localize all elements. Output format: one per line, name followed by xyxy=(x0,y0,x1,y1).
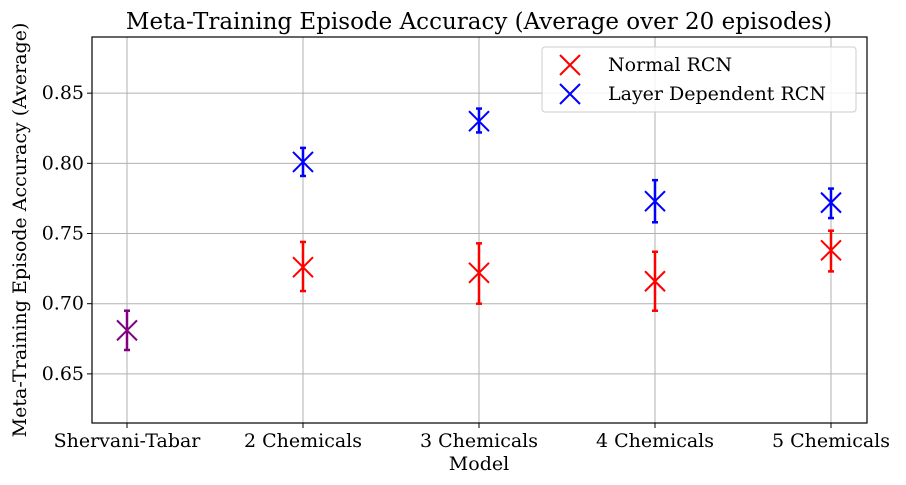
y-tick-label: 0.85 xyxy=(42,82,84,104)
x-marker-stroke xyxy=(468,262,490,284)
x-marker-stroke xyxy=(820,191,842,214)
x-tick-label: 3 Chemicals xyxy=(420,430,538,452)
legend-label: Layer Dependent RCN xyxy=(608,83,826,105)
x-marker-stroke xyxy=(292,151,314,173)
x-marker-stroke xyxy=(116,319,138,342)
data-point-series-0 xyxy=(292,240,314,293)
legend-marker xyxy=(559,83,581,105)
legend: Normal RCN Layer Dependent RCN xyxy=(541,46,857,113)
x-axis-label: Model xyxy=(449,453,509,475)
data-point-series-0 xyxy=(820,229,842,273)
x-tick-label: 2 Chemicals xyxy=(244,430,362,452)
x-marker-stroke xyxy=(644,190,666,212)
x-tick-label: 4 Chemicals xyxy=(596,430,714,452)
data-point-series-0 xyxy=(644,250,666,312)
x-marker-stroke xyxy=(292,256,314,278)
legend-entry: Layer Dependent RCN xyxy=(559,83,826,105)
y-tick-label: 0.65 xyxy=(42,363,84,385)
chart-marks xyxy=(116,107,842,352)
x-marker-stroke xyxy=(644,270,666,292)
baseline-point xyxy=(116,309,138,352)
y-tick-label: 0.70 xyxy=(42,293,84,315)
y-axis-label: Meta-Training Episode Accuracy (Average) xyxy=(9,23,31,438)
data-point-series-1 xyxy=(644,178,666,224)
data-point-series-1 xyxy=(292,146,314,178)
y-tick-label: 0.80 xyxy=(42,152,84,174)
legend-box xyxy=(541,46,857,113)
data-point-series-1 xyxy=(820,187,842,220)
x-marker-stroke xyxy=(820,239,842,262)
x-marker-stroke xyxy=(468,110,490,132)
legend-marker xyxy=(559,54,581,76)
data-point-series-1 xyxy=(468,107,490,134)
data-point-series-0 xyxy=(468,242,490,305)
y-tick-label: 0.75 xyxy=(42,223,84,245)
chart-title: Meta-Training Episode Accuracy (Average … xyxy=(126,9,832,35)
axis-ticks: Shervani-Tabar 2 Chemicals 3 Chemicals 4 Ch… xyxy=(42,82,890,452)
x-tick-label: Shervani-Tabar xyxy=(54,430,202,452)
legend-label: Normal RCN xyxy=(608,54,732,76)
legend-entry: Normal RCN xyxy=(559,54,732,76)
x-tick-label: 5 Chemicals xyxy=(772,430,890,452)
